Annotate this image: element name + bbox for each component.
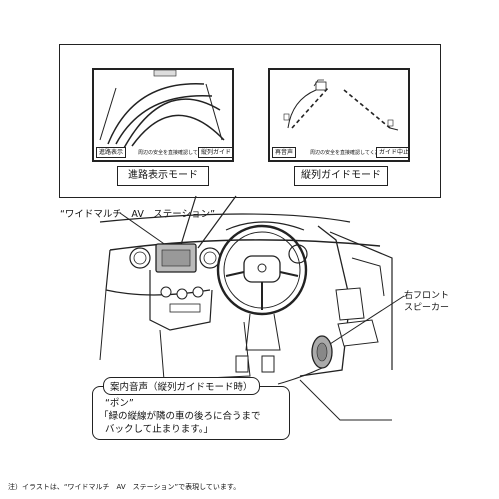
- path-display-button[interactable]: 進路表示: [96, 147, 127, 158]
- guide-lines-graphic: [99, 70, 225, 149]
- safety-message: 周辺の安全を直接確認してください: [138, 150, 218, 156]
- system-label: “ワイドマルチ AV ステーション”: [60, 209, 216, 220]
- callout-message-line2: バックして止まります。」: [105, 424, 214, 435]
- replay-voice-button[interactable]: 再音声: [272, 147, 297, 158]
- footnote: 注）イラストは、“ワイドマルチ AV ステーション”で表現しています。: [8, 483, 241, 491]
- safety-message: 周辺の安全を直接確認してください: [310, 150, 390, 156]
- speaker-label-line1: 右フロント: [404, 291, 450, 301]
- parallel-guide-mode-caption: 縦列ガイドモード: [294, 166, 388, 186]
- parallel-guide-screen: 再音声 周辺の安全を直接確認してください ガイド中止: [268, 68, 410, 162]
- path-display-mode-caption: 進路表示モード: [117, 166, 209, 186]
- path-display-screen: 進路表示 周辺の安全を直接確認してください 縦列ガイド: [92, 68, 234, 162]
- voice-guidance-callout: 案内音声（縦列ガイドモード時） “ポン” 「緑の縦線が隣の車の後ろに合うまで バ…: [92, 377, 290, 440]
- speaker-label-line2: スピーカー: [404, 303, 450, 313]
- parking-guide-graphic: [283, 79, 399, 131]
- callout-chime: “ポン”: [105, 398, 134, 409]
- guide-stop-button[interactable]: ガイド中止: [376, 147, 408, 158]
- callout-title: 案内音声（縦列ガイドモード時）: [103, 377, 260, 395]
- callout-message-line1: 「緑の縦線が隣の車の後ろに合うまで: [99, 411, 261, 422]
- parallel-guide-button[interactable]: 縦列ガイド: [198, 147, 232, 158]
